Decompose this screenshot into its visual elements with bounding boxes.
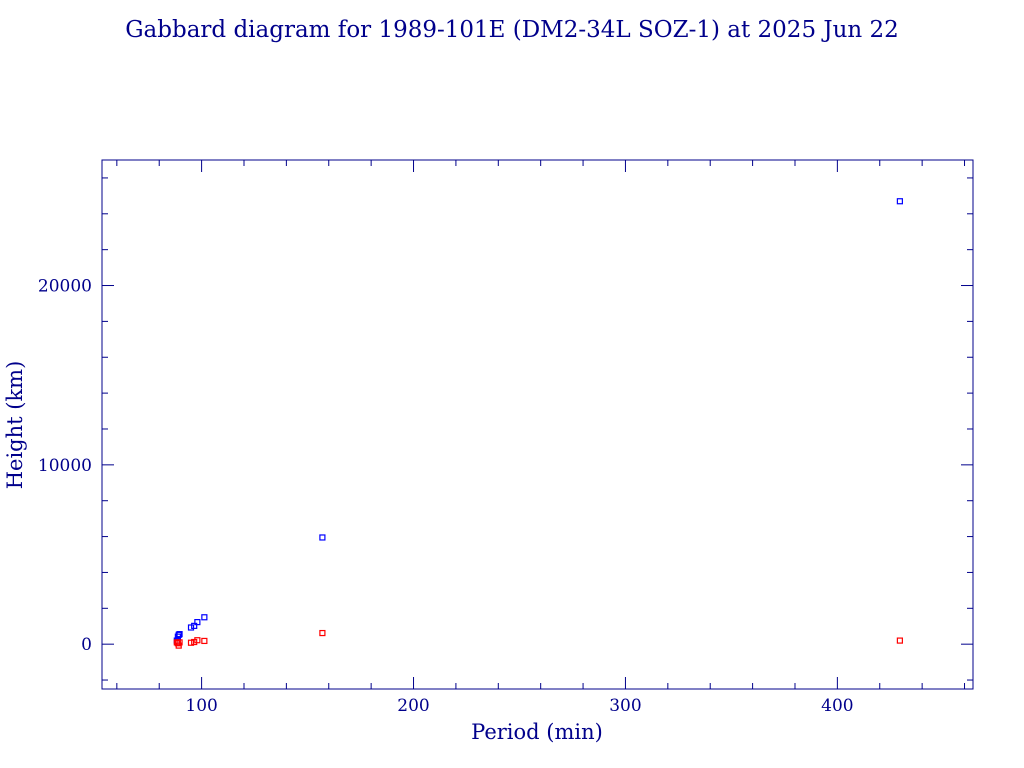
apogee-point xyxy=(319,534,326,541)
x-axis-label: Period (min) xyxy=(471,720,603,744)
x-tick-label: 100 xyxy=(185,696,217,716)
perigee-point xyxy=(194,637,201,644)
y-tick-label: 0 xyxy=(81,635,92,655)
apogee-point xyxy=(191,622,198,629)
apogee-point xyxy=(896,198,903,205)
y-tick-label: 20000 xyxy=(38,277,92,297)
perigee-point xyxy=(896,637,903,644)
plot-frame xyxy=(101,159,974,690)
y-tick-label: 10000 xyxy=(38,456,92,476)
chart-title: Gabbard diagram for 1989-101E (DM2-34L S… xyxy=(125,17,899,43)
x-tick-labels: 100 200 300 400 xyxy=(185,696,853,716)
apogee-point xyxy=(194,619,201,626)
y-tick-labels: 0 10000 20000 xyxy=(38,277,92,656)
perigee-point xyxy=(175,642,182,649)
perigee-point xyxy=(319,629,326,637)
apogee-point xyxy=(176,631,183,638)
data-points xyxy=(173,198,903,649)
apogee-point xyxy=(201,614,208,621)
axis-ticks xyxy=(102,160,973,689)
apogee-point xyxy=(187,624,195,631)
perigee-point xyxy=(176,639,183,646)
x-tick-label: 200 xyxy=(397,696,429,716)
perigee-point xyxy=(187,639,195,646)
apogee-point xyxy=(175,631,182,638)
x-tick-label: 300 xyxy=(609,696,641,716)
perigee-point xyxy=(201,637,208,645)
y-axis-label: Height (km) xyxy=(3,361,27,490)
x-tick-label: 400 xyxy=(821,696,853,716)
perigee-point xyxy=(191,638,198,646)
